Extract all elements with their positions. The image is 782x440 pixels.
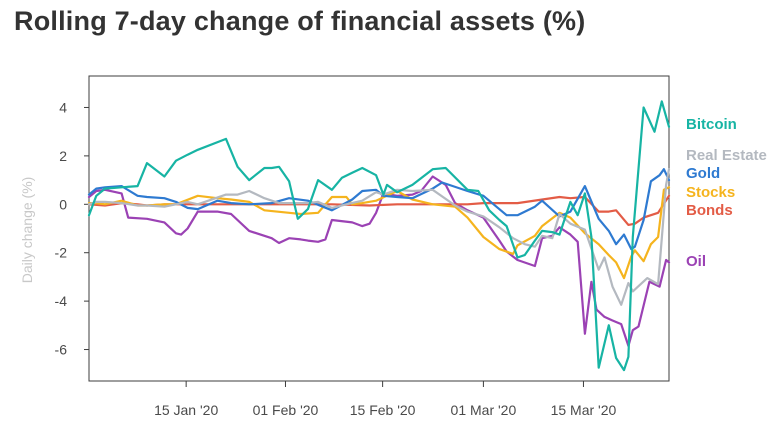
y-axis-label: Daily change (%)	[19, 177, 35, 284]
series-line-real-estate	[87, 168, 671, 306]
chart-title: Rolling 7-day change of financial assets…	[14, 6, 586, 36]
y-tick-label: -2	[55, 245, 68, 261]
y-tick-label: 0	[59, 196, 67, 212]
series-line-stocks	[87, 186, 671, 280]
y-tick-label: -6	[55, 342, 68, 358]
x-tick-label: 15 Jan '20	[154, 402, 218, 418]
y-tick-label: 4	[59, 99, 67, 115]
legend-label-oil: Oil	[686, 253, 706, 270]
y-tick-label: 2	[59, 148, 67, 164]
y-tick-label: -4	[55, 293, 68, 309]
legend-label-bitcoin: Bitcoin	[686, 116, 737, 133]
x-tick-label: 15 Mar '20	[551, 402, 617, 418]
plot-area-frame	[88, 75, 670, 382]
series-line-oil	[87, 175, 671, 347]
legend-label-gold: Gold	[686, 165, 720, 182]
series-line-bitcoin	[87, 100, 671, 372]
legend-label-stocks: Stocks	[686, 184, 735, 201]
legend-label-bonds: Bonds	[686, 202, 733, 219]
x-tick-label: 01 Mar '20	[451, 402, 517, 418]
legend-label-real-estate: Real Estate	[686, 147, 767, 164]
x-tick-label: 01 Feb '20	[253, 402, 319, 418]
x-tick-label: 15 Feb '20	[350, 402, 416, 418]
